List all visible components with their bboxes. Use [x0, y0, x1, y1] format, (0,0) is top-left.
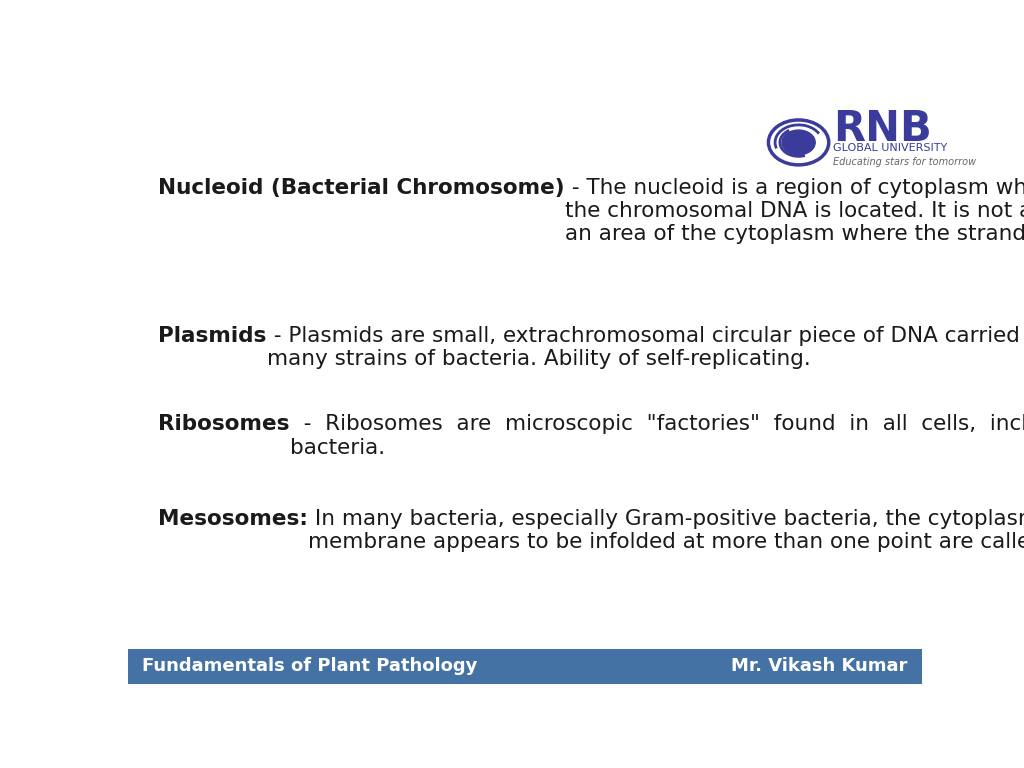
Text: In many bacteria, especially Gram-positive bacteria, the cytoplasmic
membrane ap: In many bacteria, especially Gram-positi…	[308, 509, 1024, 552]
Text: Ribosomes: Ribosomes	[158, 415, 290, 435]
Bar	[128, 649, 922, 684]
Text: Nucleoid (Bacterial Chromosome): Nucleoid (Bacterial Chromosome)	[158, 178, 565, 198]
Text: Mesosomes:: Mesosomes:	[158, 509, 308, 529]
Circle shape	[782, 130, 815, 155]
Text: Plasmids: Plasmids	[158, 326, 266, 346]
Text: -  Ribosomes  are  microscopic  "factories"  found  in  all  cells,  including
b: - Ribosomes are microscopic "factories" …	[290, 415, 1024, 458]
Text: Educating stars for tomorrow: Educating stars for tomorrow	[833, 157, 976, 167]
Text: - Plasmids are small, extrachromosomal circular piece of DNA carried by
many str: - Plasmids are small, extrachromosomal c…	[266, 326, 1024, 369]
Text: RNB: RNB	[833, 108, 932, 151]
Text: Fundamentals of Plant Pathology: Fundamentals of Plant Pathology	[142, 657, 477, 675]
Text: GLOBAL UNIVERSITY: GLOBAL UNIVERSITY	[833, 144, 947, 154]
Text: - The nucleoid is a region of cytoplasm where
the chromosomal DNA is located. It: - The nucleoid is a region of cytoplasm …	[565, 178, 1024, 244]
Text: Mr. Vikash Kumar: Mr. Vikash Kumar	[731, 657, 907, 675]
